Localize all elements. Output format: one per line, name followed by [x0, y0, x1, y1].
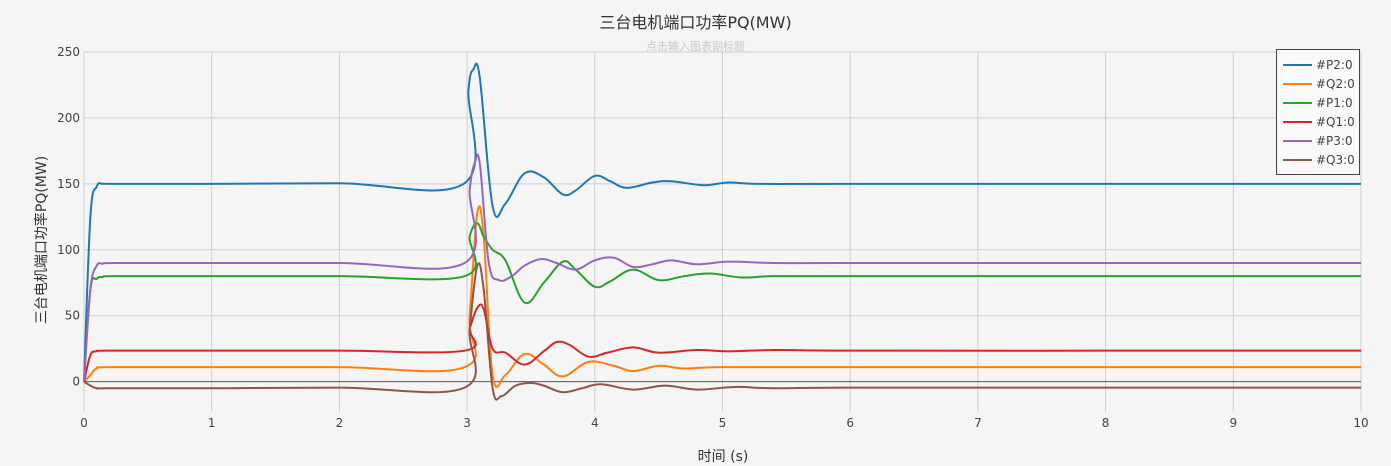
legend-item-p1[interactable]: #P1:0: [1283, 94, 1359, 112]
legend-item-p3[interactable]: #P3:0: [1283, 132, 1359, 150]
x-tick-label: 9: [1229, 416, 1237, 430]
x-tick-label: 2: [336, 416, 344, 430]
series-line-3[interactable]: [83, 303, 1361, 382]
x-axis-label: 时间 (s): [697, 449, 749, 465]
series-line-5[interactable]: [83, 262, 1361, 401]
legend-swatch: [1283, 102, 1312, 104]
y-axis-label: 三台电机端口功率PQ(MW): [34, 155, 50, 325]
x-tick-label: 8: [1102, 416, 1110, 430]
legend-swatch: [1283, 121, 1312, 123]
legend-swatch: [1283, 83, 1312, 85]
y-tick-label: 150: [57, 177, 80, 191]
x-tick-label: 7: [974, 416, 982, 430]
chart-subtitle[interactable]: 点击输入图表副标题: [646, 40, 745, 53]
x-tick-label: 1: [208, 416, 216, 430]
legend-swatch: [1283, 159, 1312, 161]
legend-label: #Q1:0: [1316, 115, 1355, 129]
series-line-1[interactable]: [83, 205, 1361, 389]
legend-label: #P1:0: [1316, 96, 1353, 110]
y-axis: 0 50 100 150 200 250: [57, 45, 80, 389]
y-tick-label: 0: [72, 375, 80, 389]
legend-label: #Q3:0: [1316, 153, 1355, 167]
legend-swatch: [1283, 140, 1312, 142]
y-tick-label: 200: [57, 111, 80, 125]
series-line-4[interactable]: [83, 153, 1361, 382]
legend: #P2:0 #Q2:0 #P1:0 #Q1:0 #P3:0 #Q3:0: [1276, 49, 1360, 175]
series-line-0[interactable]: [83, 62, 1361, 382]
series-line-2[interactable]: [83, 222, 1361, 382]
legend-label: #P2:0: [1316, 58, 1353, 72]
x-tick-label: 5: [719, 416, 727, 430]
x-tick-label: 0: [80, 416, 88, 430]
legend-item-q3[interactable]: #Q3:0: [1283, 151, 1359, 169]
legend-label: #P3:0: [1316, 134, 1353, 148]
series-lines: [83, 62, 1361, 401]
y-tick-label: 50: [65, 309, 80, 323]
x-tick-label: 6: [846, 416, 854, 430]
legend-swatch: [1283, 64, 1312, 66]
legend-item-q1[interactable]: #Q1:0: [1283, 113, 1359, 131]
x-axis: 0 1 2 3 4 5 6 7 8 9 10: [80, 416, 1368, 430]
x-tick-label: 10: [1353, 416, 1368, 430]
legend-label: #Q2:0: [1316, 77, 1355, 91]
chart-title: 三台电机端口功率PQ(MW): [599, 13, 792, 32]
y-tick-label: 100: [57, 243, 80, 257]
legend-item-q2[interactable]: #Q2:0: [1283, 75, 1359, 93]
y-tick-label: 250: [57, 45, 80, 59]
x-tick-label: 3: [463, 416, 471, 430]
x-tick-label: 4: [591, 416, 599, 430]
legend-item-p2[interactable]: #P2:0: [1283, 56, 1359, 74]
